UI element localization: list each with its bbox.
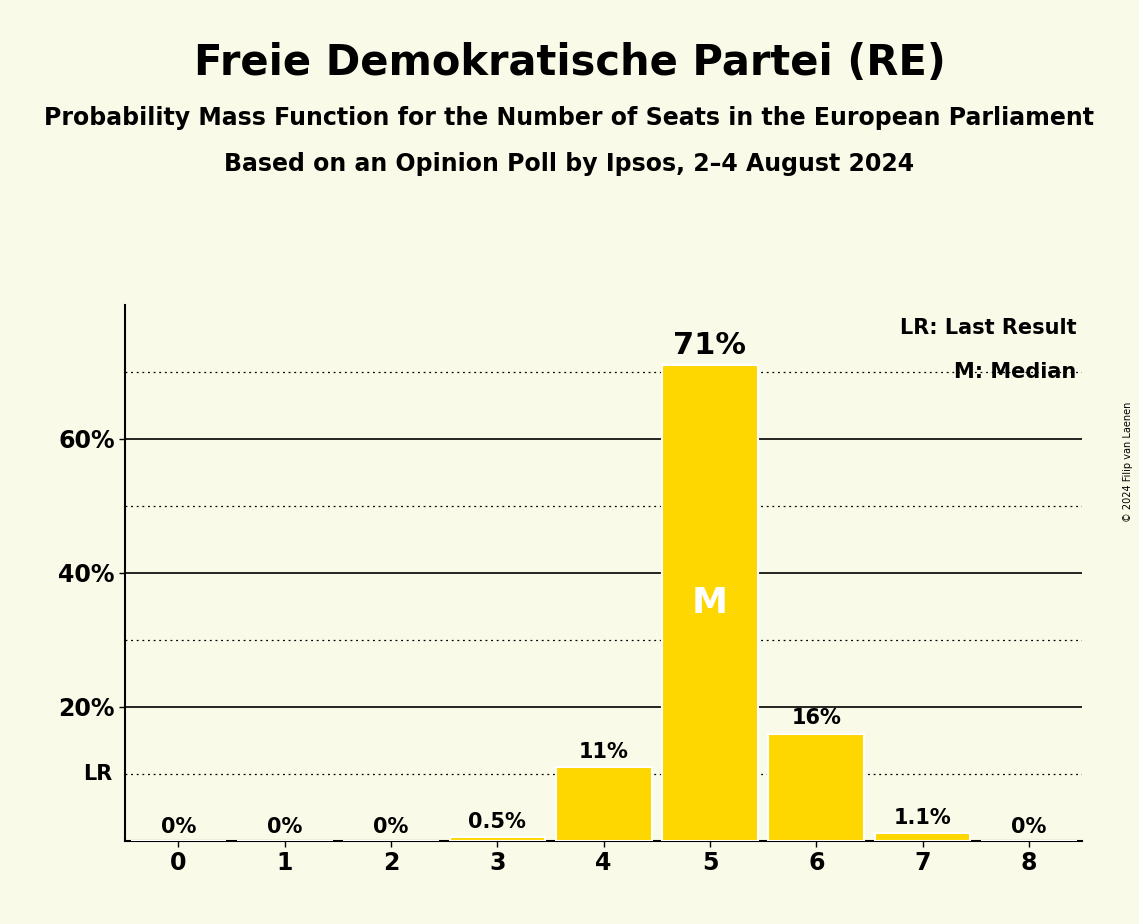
Bar <box>875 833 970 841</box>
Text: 1.1%: 1.1% <box>894 808 951 828</box>
Text: 71%: 71% <box>673 331 746 359</box>
Text: 0.5%: 0.5% <box>468 812 526 833</box>
Bar <box>769 734 865 841</box>
Text: 0%: 0% <box>267 817 303 837</box>
Text: 0%: 0% <box>374 817 409 837</box>
Text: Freie Demokratische Partei (RE): Freie Demokratische Partei (RE) <box>194 42 945 83</box>
Text: LR: LR <box>83 764 113 784</box>
Text: M: M <box>693 586 728 620</box>
Text: 0%: 0% <box>161 817 196 837</box>
Text: LR: Last Result: LR: Last Result <box>900 319 1076 338</box>
Text: © 2024 Filip van Laenen: © 2024 Filip van Laenen <box>1123 402 1133 522</box>
Bar <box>662 365 757 841</box>
Text: 0%: 0% <box>1011 817 1047 837</box>
Text: Based on an Opinion Poll by Ipsos, 2–4 August 2024: Based on an Opinion Poll by Ipsos, 2–4 A… <box>224 152 915 176</box>
Bar <box>556 767 652 841</box>
Text: M: Median: M: Median <box>954 362 1076 382</box>
Text: 16%: 16% <box>792 709 842 728</box>
Bar <box>450 837 546 841</box>
Text: 11%: 11% <box>579 742 629 761</box>
Text: Probability Mass Function for the Number of Seats in the European Parliament: Probability Mass Function for the Number… <box>44 106 1095 130</box>
